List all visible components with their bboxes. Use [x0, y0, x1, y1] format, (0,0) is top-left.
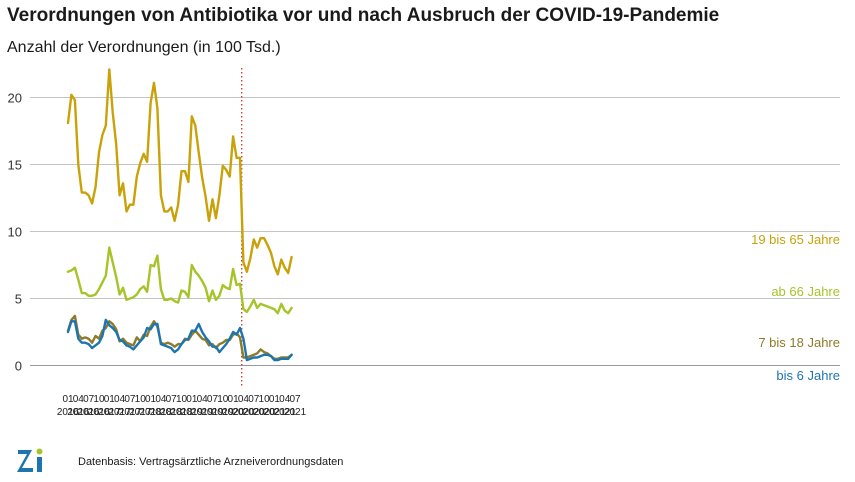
x-tick-month: 01: [145, 394, 157, 405]
x-tick-month: 10: [259, 394, 271, 405]
x-tick-year: 2020: [222, 407, 245, 418]
x-tick-month: 04: [73, 394, 85, 405]
x-tick-month: 10: [135, 394, 147, 405]
x-tick-month: 07: [124, 394, 136, 405]
x-tick-month: 01: [62, 394, 74, 405]
y-tick-label: 20: [8, 91, 22, 106]
x-tick-year: 2020: [232, 407, 255, 418]
x-tick-month: 01: [228, 394, 240, 405]
series-line-7-bis-18-jahre: [66, 314, 293, 360]
x-tick-month: 01: [186, 394, 198, 405]
x-axis-ticks: 0120160420160720161020160120170420170720…: [57, 394, 307, 418]
data-source-note: Datenbasis: Vertragsärztliche Arzneivero…: [78, 456, 344, 468]
series-label-7-bis-18-jahre: 7 bis 18 Jahre: [758, 335, 840, 350]
series-label-bis-6-jahre: bis 6 Jahre: [776, 368, 840, 383]
x-tick-year: 2021: [263, 407, 286, 418]
x-tick-year: 2019: [201, 407, 224, 418]
series-line-bis-6-jahre: [66, 318, 293, 362]
x-tick-year: 2017: [119, 407, 142, 418]
x-tick-month: 04: [238, 394, 250, 405]
x-tick-month: 07: [166, 394, 178, 405]
x-tick-year: 2019: [181, 407, 204, 418]
x-tick-year: 2019: [212, 407, 235, 418]
y-tick-label: 15: [8, 158, 22, 173]
x-tick-month: 04: [197, 394, 209, 405]
series-line-ab-66-jahre: [66, 246, 293, 315]
x-tick-year: 2018: [170, 407, 193, 418]
x-tick-month: 04: [279, 394, 291, 405]
x-tick-year: 2021: [284, 407, 307, 418]
x-tick-year: 2016: [67, 407, 90, 418]
x-tick-month: 07: [289, 394, 301, 405]
y-axis-ticks: 0 5 10 15 20: [8, 91, 22, 374]
x-tick-year: 2017: [98, 407, 121, 418]
x-tick-year: 2019: [191, 407, 214, 418]
chart-subtitle: Anzahl der Verordnungen (in 100 Tsd.): [7, 39, 281, 56]
series-line-19-bis-65-jahre: [66, 68, 293, 276]
series-lines: [66, 68, 293, 362]
zi-logo: [17, 448, 43, 472]
x-tick-year: 2016: [57, 407, 80, 418]
x-tick-month: 10: [176, 394, 188, 405]
chart-title: Verordnungen von Antibiotika vor und nac…: [7, 5, 720, 26]
x-tick-year: 2021: [274, 407, 297, 418]
y-tick-label: 10: [8, 225, 22, 240]
x-tick-year: 2020: [243, 407, 266, 418]
x-tick-year: 2018: [160, 407, 183, 418]
x-tick-month: 01: [269, 394, 281, 405]
x-tick-year: 2018: [139, 407, 162, 418]
x-tick-month: 07: [83, 394, 95, 405]
x-tick-year: 2017: [129, 407, 152, 418]
y-tick-label: 5: [15, 292, 22, 307]
x-tick-year: 2018: [150, 407, 173, 418]
x-tick-month: 04: [155, 394, 167, 405]
x-tick-month: 10: [93, 394, 105, 405]
series-label-19-bis-65-jahre: 19 bis 65 Jahre: [751, 232, 840, 247]
x-tick-year: 2016: [88, 407, 111, 418]
series-labels: 19 bis 65 Jahre ab 66 Jahre 7 bis 18 Jahre…: [751, 232, 840, 383]
x-tick-month: 10: [217, 394, 229, 405]
x-tick-year: 2017: [108, 407, 131, 418]
x-tick-month: 07: [207, 394, 219, 405]
x-tick-year: 2016: [78, 407, 101, 418]
y-tick-label: 0: [15, 359, 22, 374]
x-tick-month: 01: [104, 394, 116, 405]
x-tick-month: 04: [114, 394, 126, 405]
series-label-ab-66-jahre: ab 66 Jahre: [771, 284, 840, 299]
x-tick-year: 2020: [253, 407, 276, 418]
x-tick-month: 07: [248, 394, 260, 405]
